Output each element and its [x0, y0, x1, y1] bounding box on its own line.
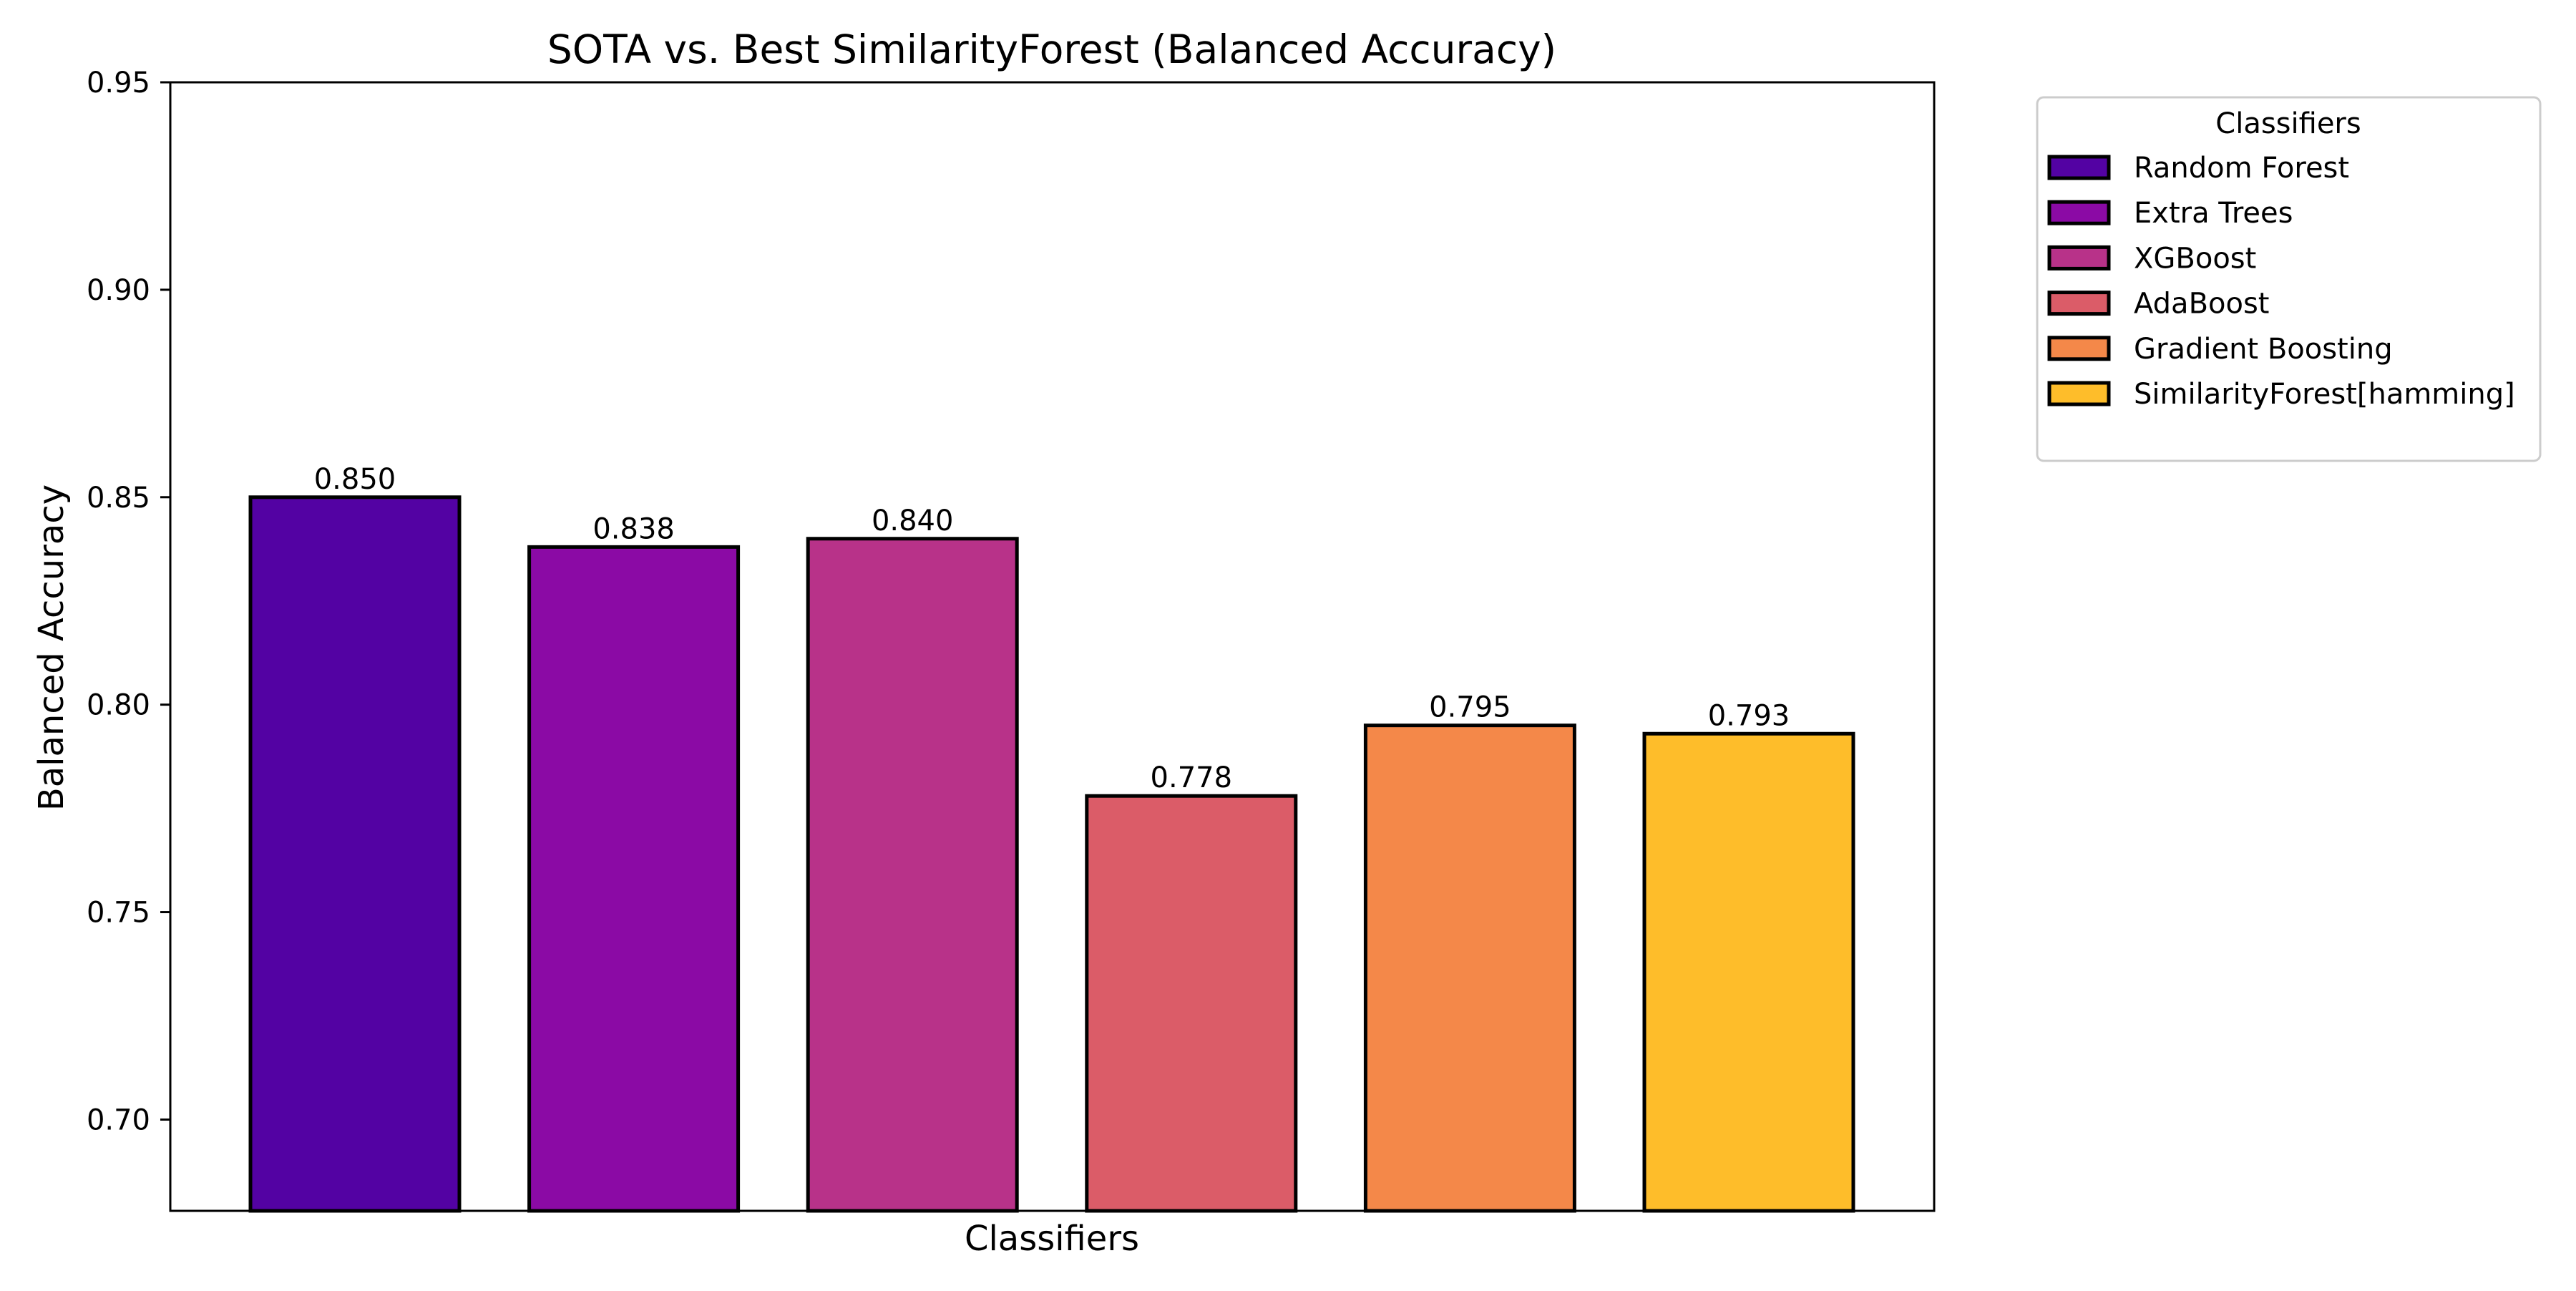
legend-swatch [2047, 245, 2111, 271]
legend-swatch [2047, 155, 2111, 180]
y-tick-label: 0.85 [87, 482, 150, 515]
legend-swatch [2047, 200, 2111, 225]
legend-label: Random Forest [2134, 152, 2349, 185]
legend-label: XGBoost [2134, 242, 2256, 275]
bar-value-label: 0.850 [314, 463, 396, 496]
legend-label: AdaBoost [2134, 288, 2269, 321]
legend-title: Classifiers [2215, 107, 2361, 140]
bar-gradient-boosting [1363, 724, 1576, 1213]
bar-random-forest [248, 495, 462, 1213]
chart-title: SOTA vs. Best SimilarityForest (Balanced… [547, 26, 1556, 72]
legend: Classifiers Random Forest Extra Trees XGBo… [2036, 96, 2542, 462]
legend-swatch [2047, 336, 2111, 361]
y-tick-label: 0.90 [87, 274, 150, 307]
bar-value-label: 0.840 [872, 505, 954, 537]
bar-adaboost [1085, 794, 1298, 1213]
legend-label: Gradient Boosting [2134, 333, 2393, 366]
bar-xgboost [806, 537, 1019, 1213]
y-tick-label: 0.75 [87, 897, 150, 930]
bar-value-label: 0.838 [592, 512, 675, 545]
bar-extra-trees [527, 545, 741, 1213]
y-tick-label: 0.80 [87, 689, 150, 722]
y-axis-label: Balanced Accuracy [31, 484, 72, 811]
legend-items: Random Forest Extra Trees XGBoost AdaBoost G… [2047, 152, 2515, 411]
plot-frame [169, 81, 1936, 1212]
x-axis-label: Classifiers [965, 1219, 1139, 1259]
bar-value-label: 0.795 [1429, 691, 1511, 724]
y-axis-ticks: 0.70 0.75 0.80 0.85 0.90 0.95 [87, 67, 170, 1136]
legend-label: SimilarityForest[hamming] [2134, 378, 2515, 411]
legend-swatch [2047, 381, 2111, 406]
value-labels: 0.850 0.838 0.840 0.778 0.795 0.793 [314, 463, 1790, 794]
y-tick-label: 0.70 [87, 1104, 150, 1136]
legend-label: Extra Trees [2134, 197, 2293, 230]
bar-similarityforest-hamming [1642, 731, 1855, 1213]
y-tick-label: 0.95 [87, 67, 150, 99]
legend-swatch [2047, 291, 2111, 316]
legend-frame [2036, 96, 2542, 462]
bars [248, 495, 1855, 1213]
bar-value-label: 0.793 [1708, 699, 1790, 732]
bar-value-label: 0.778 [1151, 761, 1233, 794]
